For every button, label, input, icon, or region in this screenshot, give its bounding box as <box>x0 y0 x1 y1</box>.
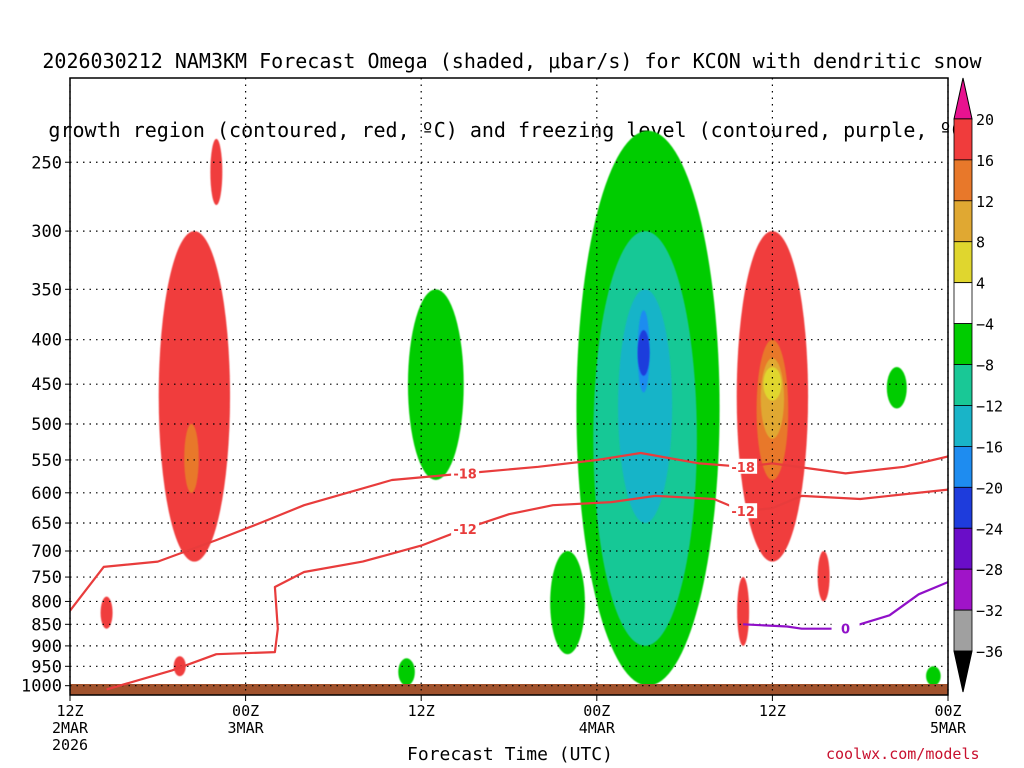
omega-region-7 <box>550 551 585 655</box>
omega-region-3 <box>100 596 113 629</box>
y-tick-label-550: 550 <box>31 451 62 471</box>
contour-line-0 <box>70 451 948 612</box>
contour-label-bg-2-0 <box>831 620 860 636</box>
contour-label-1-0: -12 <box>453 523 477 538</box>
y-tick-label-700: 700 <box>31 542 62 562</box>
omega-region-12 <box>637 330 650 376</box>
y-tick-label-450: 450 <box>31 375 62 395</box>
colorbar-swatch-9 <box>953 445 973 488</box>
colorbar-label-11: −28 <box>976 561 1003 579</box>
y-tick-label-350: 350 <box>31 280 62 300</box>
contour-label-bg-0-0 <box>451 465 480 481</box>
y-tick-label-1000: 1000 <box>21 677 62 697</box>
y-tick-label-950: 950 <box>31 657 62 677</box>
colorbar-swatch-8 <box>953 405 973 447</box>
contour-line-1 <box>106 488 948 691</box>
contour-label-2-0: 0 <box>841 623 850 638</box>
chart-title: 2026030212 NAM3KM Forecast Omega (shaded… <box>0 4 1024 165</box>
omega-region-1 <box>210 138 223 206</box>
colorbar-label-9: −20 <box>976 479 1003 497</box>
ground-terrain <box>70 684 948 695</box>
colorbar-swatch-5 <box>953 282 973 324</box>
omega-shading <box>100 130 941 686</box>
x-tick-label-0-0: 12Z <box>56 702 83 720</box>
x-tick-label-0-2: 2026 <box>52 736 88 754</box>
x-tick-label-60-1: 5MAR <box>930 719 967 737</box>
colorbar-label-2: 12 <box>976 193 994 211</box>
colorbar-swatch-3 <box>953 200 973 243</box>
contour-lines: -18 -18 -12 -12 0 <box>70 451 948 691</box>
colorbar-swatch-11 <box>953 527 973 570</box>
colorbar-label-3: 8 <box>976 234 985 252</box>
colorbar-label-7: −12 <box>976 397 1003 415</box>
contour-label-0-0: -18 <box>453 467 477 482</box>
x-tick-label-12-1: 3MAR <box>228 719 265 737</box>
colorbar-swatch-2 <box>953 159 973 202</box>
x-tick-label-36-0: 00Z <box>583 702 610 720</box>
colorbar-swatch-10 <box>953 486 973 529</box>
colorbar-swatch-7 <box>953 364 973 406</box>
plot-frame <box>69 77 949 696</box>
x-tick-label-0-1: 2MAR <box>52 719 89 737</box>
y-axis: 2503003504004505005506006507007508008509… <box>21 153 70 697</box>
y-tick-label-600: 600 <box>31 484 62 504</box>
credit-text: coolwx.com/models <box>826 745 980 763</box>
y-tick-label-750: 750 <box>31 568 62 588</box>
x-tick-label-36-1: 4MAR <box>579 719 616 737</box>
colorbar-swatch-13 <box>953 609 973 652</box>
contour-label-bg-1-0 <box>451 520 480 536</box>
colorbar-label-1: 16 <box>976 152 994 170</box>
y-tick-label-300: 300 <box>31 222 62 242</box>
colorbar-swatch-1 <box>953 118 973 161</box>
x-axis-label: Forecast Time (UTC) <box>407 744 613 765</box>
title-line-1: 2026030212 NAM3KM Forecast Omega (shaded… <box>42 49 982 73</box>
colorbar-swatch-6 <box>953 323 973 365</box>
x-tick-label-12-0: 00Z <box>232 702 259 720</box>
omega-region-19 <box>886 367 907 409</box>
x-tick-label-60-0: 00Z <box>934 702 961 720</box>
colorbar-label-0: 20 <box>976 111 994 129</box>
omega-region-18 <box>817 551 830 602</box>
omega-region-2 <box>184 423 199 493</box>
y-tick-label-500: 500 <box>31 415 62 435</box>
colorbar-swatch-12 <box>953 568 973 611</box>
colorbar-cap-bottom <box>953 650 973 693</box>
colorbar-label-13: −36 <box>976 643 1003 661</box>
omega-region-4 <box>173 656 186 677</box>
contour-label-1-1: -12 <box>731 505 755 520</box>
omega-region-6 <box>398 658 415 686</box>
y-tick-label-250: 250 <box>31 153 62 173</box>
y-tick-label-850: 850 <box>31 615 62 635</box>
y-tick-label-400: 400 <box>31 331 62 351</box>
x-tick-label-24-0: 12Z <box>408 702 435 720</box>
colorbar-label-8: −16 <box>976 438 1003 456</box>
colorbar-label-4: 4 <box>976 275 985 293</box>
omega-region-20 <box>926 666 941 686</box>
colorbar-cap-top <box>953 77 973 120</box>
omega-region-10 <box>618 289 673 524</box>
contour-label-bg-1-1 <box>729 503 758 519</box>
omega-region-5 <box>407 289 464 481</box>
colorbar-label-10: −24 <box>976 520 1003 538</box>
omega-region-17 <box>737 577 750 646</box>
omega-region-0 <box>158 231 231 562</box>
title-line-2: growth region (contoured, red, ºC) and f… <box>48 118 976 142</box>
colorbar: 20 16 12 8 4 −4 −8 −12 −16 −20 −24 −28 −32 −36 <box>953 77 1003 693</box>
contour-label-0-1: -18 <box>731 461 755 476</box>
colorbar-label-6: −8 <box>976 357 994 375</box>
colorbar-swatch-4 <box>953 241 973 284</box>
contour-label-bg-0-1 <box>729 458 758 474</box>
y-tick-label-900: 900 <box>31 637 62 657</box>
y-tick-label-650: 650 <box>31 514 62 534</box>
y-tick-label-800: 800 <box>31 592 62 612</box>
colorbar-label-5: −4 <box>976 316 994 334</box>
colorbar-label-12: −32 <box>976 602 1003 620</box>
x-tick-label-48-0: 12Z <box>759 702 786 720</box>
